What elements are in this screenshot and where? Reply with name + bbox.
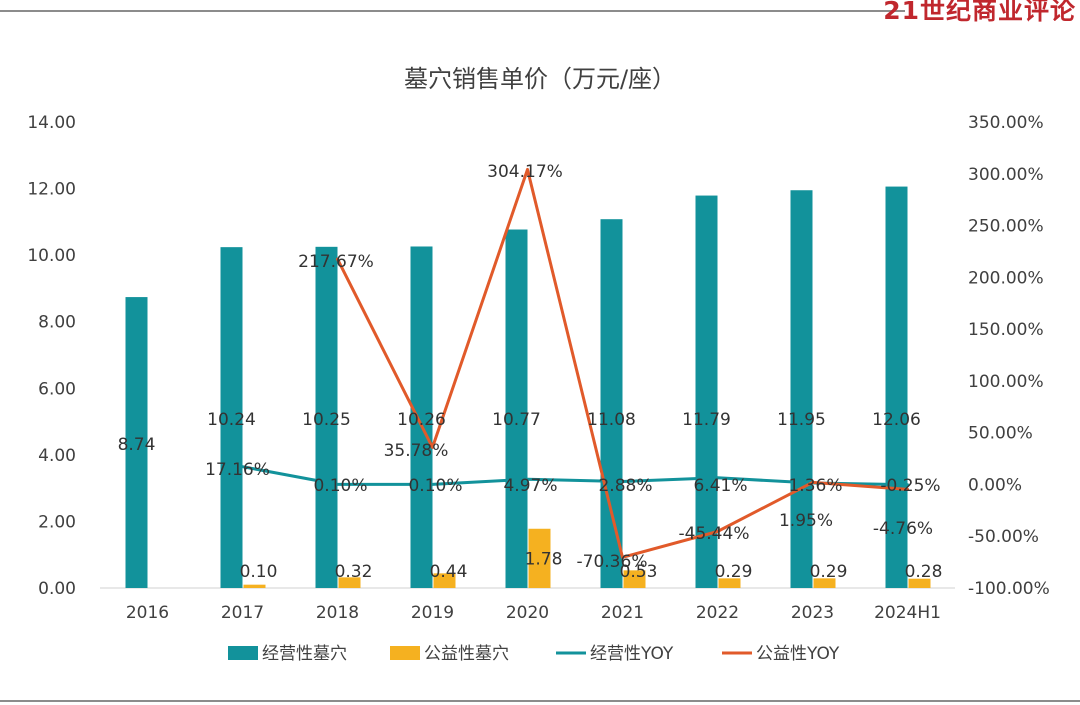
label-public-yoy: -4.76% bbox=[873, 519, 933, 539]
bar-public bbox=[433, 573, 456, 588]
bar-operating bbox=[220, 247, 243, 588]
label-public: 0.29 bbox=[715, 562, 753, 582]
legend-label: 公益性墓穴 bbox=[424, 644, 509, 664]
x-axis: 2016 2017 2018 2019 2020 2021 2022 2023 2024H1 bbox=[100, 587, 955, 623]
right-axis-tick-label: 200.00% bbox=[968, 268, 1044, 288]
label-operating-yoy: 0.10% bbox=[408, 476, 462, 496]
legend-label: 公益性YOY bbox=[756, 644, 840, 664]
legend-swatch-bar bbox=[228, 646, 258, 660]
line-public-yoy bbox=[336, 167, 909, 559]
x-axis-tick-label: 2022 bbox=[696, 603, 739, 623]
label-public: 0.29 bbox=[810, 562, 848, 582]
bar-public bbox=[243, 584, 266, 588]
label-operating: 10.26 bbox=[397, 410, 446, 430]
data-labels: 8.74 10.24 10.25 10.26 10.77 11.08 11.79 11.95 1… bbox=[118, 162, 943, 582]
right-axis-tick-label: -100.00% bbox=[968, 579, 1050, 599]
right-axis-tick-label: 100.00% bbox=[968, 372, 1044, 392]
left-axis: 0.00 2.00 4.00 6.00 8.00 10.00 12.00 14.00 bbox=[27, 113, 76, 599]
bar-operating bbox=[505, 229, 528, 588]
label-operating-yoy: 0.10% bbox=[313, 476, 367, 496]
left-axis-tick-label: 0.00 bbox=[38, 579, 76, 599]
right-axis-tick-label: 50.00% bbox=[968, 424, 1033, 444]
left-axis-tick-label: 4.00 bbox=[38, 446, 76, 466]
label-operating: 10.77 bbox=[492, 410, 541, 430]
right-axis-tick-label: 300.00% bbox=[968, 165, 1044, 185]
label-public-yoy: 35.78% bbox=[384, 441, 449, 461]
label-operating: 11.79 bbox=[682, 410, 731, 430]
x-axis-tick-label: 2016 bbox=[126, 603, 169, 623]
left-axis-tick-label: 8.00 bbox=[38, 313, 76, 333]
left-axis-tick-label: 2.00 bbox=[38, 512, 76, 532]
x-axis-tick-label: 2020 bbox=[506, 603, 549, 623]
right-axis-tick-label: 0.00% bbox=[968, 475, 1022, 495]
label-public: 0.10 bbox=[240, 562, 278, 582]
legend-label: 经营性墓穴 bbox=[262, 644, 347, 664]
bar-operating bbox=[600, 219, 623, 589]
x-axis-tick-label: 2024H1 bbox=[874, 603, 941, 623]
line-operating-yoy bbox=[241, 465, 909, 487]
label-public-yoy: 1.95% bbox=[779, 511, 833, 531]
label-operating-yoy: 2.88% bbox=[598, 476, 652, 496]
x-axis-tick-label: 2019 bbox=[411, 603, 454, 623]
label-public: 0.28 bbox=[905, 562, 943, 582]
label-operating: 8.74 bbox=[118, 435, 156, 455]
left-axis-tick-label: 6.00 bbox=[38, 379, 76, 399]
bar-public bbox=[528, 528, 551, 588]
label-operating-yoy: -0.25% bbox=[880, 476, 940, 496]
label-public-yoy: -70.36% bbox=[577, 552, 648, 572]
x-axis-tick-label: 2023 bbox=[791, 603, 834, 623]
label-operating: 11.08 bbox=[587, 410, 636, 430]
lines bbox=[241, 167, 909, 559]
label-public: 1.78 bbox=[525, 549, 563, 569]
bottom-rule bbox=[0, 700, 1080, 702]
label-operating: 10.24 bbox=[207, 410, 256, 430]
right-axis-tick-label: -50.00% bbox=[968, 527, 1039, 547]
right-axis-tick-label: 250.00% bbox=[968, 217, 1044, 237]
label-operating-yoy: 4.97% bbox=[503, 476, 557, 496]
left-axis-tick-label: 10.00 bbox=[27, 246, 76, 266]
x-axis-tick-label: 2021 bbox=[601, 603, 644, 623]
legend-swatch-bar bbox=[390, 646, 420, 660]
label-operating: 11.95 bbox=[777, 410, 826, 430]
label-operating: 10.25 bbox=[302, 410, 351, 430]
label-public: 0.44 bbox=[430, 562, 468, 582]
bar-public bbox=[813, 578, 836, 588]
label-operating-yoy: 6.41% bbox=[693, 476, 747, 496]
bar-public bbox=[623, 570, 646, 588]
x-axis-tick-label: 2018 bbox=[316, 603, 359, 623]
bar-operating bbox=[695, 195, 718, 588]
label-public: 0.32 bbox=[335, 562, 373, 582]
label-public-yoy: 217.67% bbox=[298, 252, 374, 272]
brand-logo: 21世纪商业评论 bbox=[883, 0, 1076, 25]
label-operating-yoy: 1.36% bbox=[788, 476, 842, 496]
bar-operating bbox=[315, 246, 338, 589]
label-public-yoy: -45.44% bbox=[679, 524, 750, 544]
label-operating-yoy: 17.16% bbox=[205, 460, 270, 480]
bar-public bbox=[908, 578, 931, 588]
bar-public bbox=[338, 577, 361, 588]
bar-operating bbox=[790, 190, 813, 588]
x-axis-tick-label: 2017 bbox=[221, 603, 264, 623]
legend-label: 经营性YOY bbox=[590, 644, 674, 664]
bar-operating bbox=[410, 246, 433, 588]
legend: 经营性墓穴 公益性墓穴 经营性YOY 公益性YOY bbox=[228, 644, 840, 664]
right-axis: -100.00% -50.00% 0.00% 50.00% 100.00% 150.00%… bbox=[968, 113, 1050, 599]
label-operating: 12.06 bbox=[872, 410, 921, 430]
top-rule bbox=[0, 10, 905, 12]
left-axis-tick-label: 12.00 bbox=[27, 180, 76, 200]
left-axis-tick-label: 14.00 bbox=[27, 113, 76, 133]
right-axis-tick-label: 350.00% bbox=[968, 113, 1044, 133]
bar-public bbox=[718, 578, 741, 588]
bar-operating bbox=[125, 297, 148, 588]
right-axis-tick-label: 150.00% bbox=[968, 320, 1044, 340]
label-public: 0.53 bbox=[620, 562, 658, 582]
label-public-yoy: 304.17% bbox=[487, 162, 563, 182]
chart-title: 墓穴销售单价（万元/座） bbox=[404, 65, 676, 93]
